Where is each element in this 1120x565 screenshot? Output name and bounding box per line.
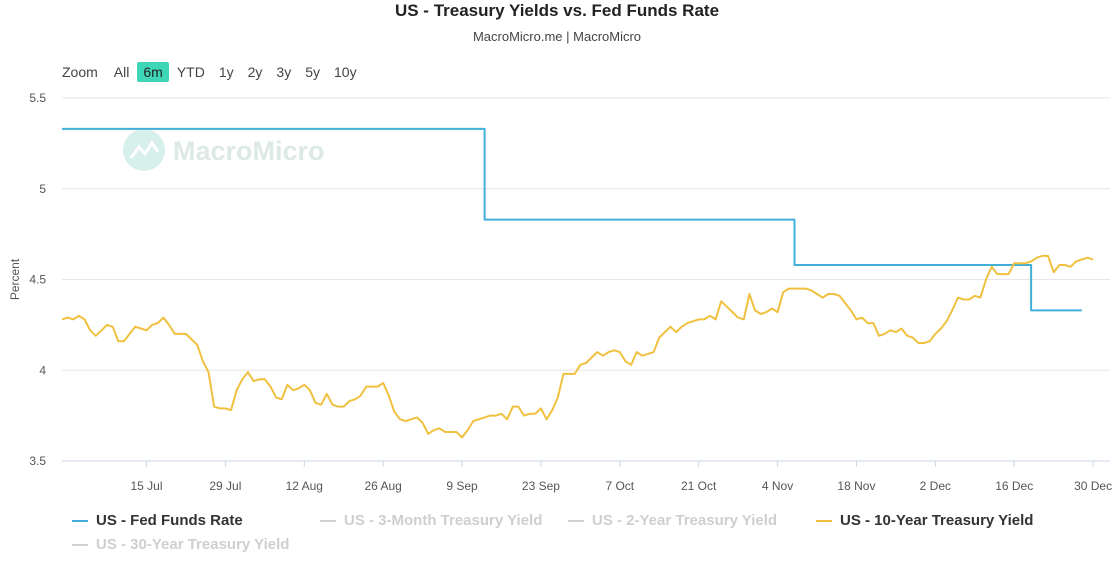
x-tick-label: 2 Dec bbox=[920, 479, 951, 493]
legend-label: US - 3-Month Treasury Yield bbox=[344, 512, 543, 529]
zoom-5y-button[interactable]: 5y bbox=[305, 64, 320, 80]
zoom-1y-button[interactable]: 1y bbox=[218, 64, 234, 80]
y-tick-label: 4.5 bbox=[29, 273, 46, 287]
x-tick-label: 18 Nov bbox=[837, 479, 875, 493]
x-axis-ticks: 15 Jul 29 Jul 12 Aug 26 Aug 9 Sep 23 Sep 7 Oct… bbox=[62, 460, 1112, 493]
x-tick-label: 30 Dec bbox=[1074, 479, 1112, 493]
legend-swatch-3m bbox=[320, 519, 336, 522]
legend-swatch-fed-funds bbox=[72, 519, 88, 522]
zoom-bar: Zoom All 6m YTD 1y 2y 3y 5y 10y bbox=[62, 60, 365, 84]
fed-funds-rate-line bbox=[62, 127, 1082, 312]
legend-swatch-2y bbox=[568, 519, 584, 522]
y-tick-label: 4 bbox=[39, 363, 46, 377]
x-tick-label: 15 Jul bbox=[131, 479, 163, 493]
zoom-3y-button[interactable]: 3y bbox=[276, 64, 292, 80]
zoom-2y-button[interactable]: 2y bbox=[247, 64, 263, 80]
chart-subtitle: MacroMicro.me | MacroMicro bbox=[472, 29, 642, 44]
y-tick-label: 3.5 bbox=[29, 454, 46, 468]
y-axis-ticks: 3.5 4 4.5 5 5.5 bbox=[29, 91, 46, 468]
y-tick-label: 5 bbox=[39, 182, 46, 196]
zoom-10y-button[interactable]: 10y bbox=[334, 64, 357, 80]
zoom-label: Zoom bbox=[62, 64, 98, 80]
zoom-6m-button[interactable]: 6m bbox=[137, 62, 169, 82]
zoom-all-button[interactable]: All bbox=[113, 64, 130, 80]
watermark-logo-mark bbox=[129, 140, 160, 159]
legend-item-2y[interactable]: US - 2-Year Treasury Yield bbox=[568, 512, 777, 529]
watermark-text: MacroMicro bbox=[173, 136, 325, 166]
x-tick-label: 16 Dec bbox=[995, 479, 1033, 493]
ten-year-yield-line bbox=[61, 254, 1094, 439]
legend-item-30y[interactable]: US - 30-Year Treasury Yield bbox=[72, 536, 289, 553]
chart-title: US - Treasury Yields vs. Fed Funds Rate bbox=[394, 1, 720, 20]
legend-item-10y[interactable]: US - 10-Year Treasury Yield bbox=[816, 512, 1033, 529]
legend-label: US - 2-Year Treasury Yield bbox=[592, 512, 778, 529]
zoom-ytd-button[interactable]: YTD bbox=[176, 64, 205, 80]
y-tick-label: 5.5 bbox=[29, 91, 46, 105]
y-axis-label: Percent bbox=[8, 258, 22, 300]
x-tick-label: 12 Aug bbox=[286, 479, 323, 493]
x-tick-label: 21 Oct bbox=[681, 479, 717, 493]
x-tick-label: 7 Oct bbox=[605, 479, 634, 493]
x-tick-label: 29 Jul bbox=[209, 479, 241, 493]
legend-item-3m[interactable]: US - 3-Month Treasury Yield bbox=[320, 512, 542, 529]
x-tick-label: 4 Nov bbox=[762, 479, 793, 493]
watermark: MacroMicro bbox=[123, 129, 325, 171]
x-tick-label: 9 Sep bbox=[446, 479, 478, 493]
legend-label: US - 10-Year Treasury Yield bbox=[840, 512, 1034, 529]
legend-label: US - 30-Year Treasury Yield bbox=[96, 536, 290, 553]
x-tick-label: 23 Sep bbox=[522, 479, 560, 493]
legend-swatch-10y bbox=[816, 519, 832, 522]
series-layer bbox=[61, 127, 1094, 439]
legend-label: US - Fed Funds Rate bbox=[96, 512, 243, 529]
legend-swatch-30y bbox=[72, 543, 88, 546]
watermark-logo-icon bbox=[123, 129, 165, 171]
legend-item-fed-funds[interactable]: US - Fed Funds Rate bbox=[72, 512, 243, 529]
chart-plot: MacroMicro 3.5 4 4.5 5 5.5 15 Jul 29 Jul 12 Au… bbox=[8, 91, 1112, 493]
x-tick-label: 26 Aug bbox=[364, 479, 401, 493]
